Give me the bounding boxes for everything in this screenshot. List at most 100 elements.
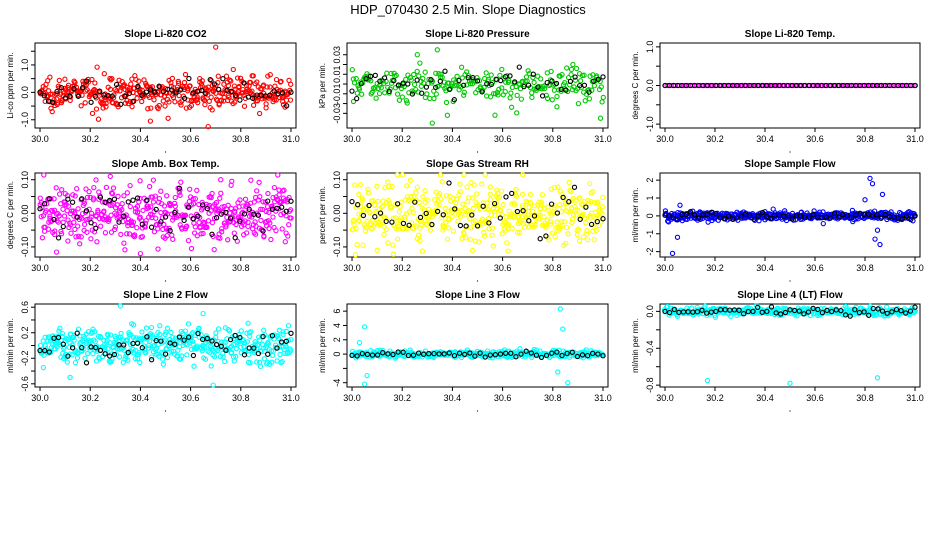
outlier-point — [414, 52, 420, 58]
data-point — [146, 345, 152, 351]
data-point — [372, 202, 378, 208]
data-point — [437, 190, 443, 197]
x-axis-label-mark — [476, 151, 479, 153]
reference-point — [482, 354, 488, 360]
reference-point — [518, 351, 524, 357]
data-point — [182, 71, 189, 78]
data-point — [72, 79, 78, 86]
data-point — [458, 64, 465, 70]
reference-point — [389, 219, 395, 225]
data-point — [169, 75, 176, 82]
data-point — [525, 68, 531, 74]
data-point — [453, 82, 460, 88]
reference-point — [232, 235, 238, 241]
data-point — [576, 238, 583, 244]
series-points — [349, 47, 606, 126]
reference-point — [588, 221, 595, 228]
reference-point — [721, 216, 727, 222]
data-point — [237, 75, 244, 81]
reference-point — [861, 309, 867, 315]
data-point — [497, 72, 503, 79]
x-tick-label: 31.0 — [594, 134, 612, 144]
data-point — [457, 181, 463, 187]
data-point — [237, 197, 243, 203]
outlier-point — [213, 44, 219, 50]
reference-point — [200, 336, 206, 343]
data-point — [565, 231, 571, 237]
data-point — [132, 355, 138, 362]
data-point — [263, 105, 269, 111]
data-point — [266, 225, 272, 232]
y-tick-label: -1.0 — [645, 116, 655, 132]
reference-point — [386, 88, 392, 95]
reference-point — [875, 306, 881, 312]
data-point — [148, 204, 154, 210]
data-point — [351, 221, 357, 227]
reference-point — [683, 211, 689, 218]
data-point — [71, 213, 77, 219]
data-point — [360, 242, 366, 248]
reference-point — [152, 89, 158, 95]
data-point — [562, 219, 568, 225]
reference-point — [69, 199, 76, 205]
reference-point — [497, 351, 504, 357]
data-point — [438, 196, 444, 202]
data-point — [385, 240, 391, 246]
x-tick-label: 30.8 — [544, 393, 562, 403]
data-point — [508, 104, 515, 110]
data-point — [403, 76, 409, 83]
data-point — [554, 93, 560, 100]
data-point — [257, 194, 263, 200]
data-point — [140, 207, 146, 214]
data-point — [132, 232, 138, 238]
reference-point — [528, 350, 534, 356]
reference-point — [569, 349, 575, 355]
data-point — [163, 345, 170, 352]
data-point — [433, 91, 439, 97]
data-point — [439, 179, 445, 185]
x-tick-label: 30.6 — [806, 393, 824, 403]
reference-point — [162, 214, 169, 220]
data-point — [499, 85, 505, 91]
reference-point — [223, 347, 229, 353]
data-point — [460, 201, 466, 207]
data-point — [168, 80, 174, 86]
data-point — [160, 351, 166, 357]
data-point — [242, 218, 248, 224]
data-point — [105, 215, 111, 221]
data-point — [559, 218, 565, 225]
reference-point — [390, 351, 396, 358]
data-point — [215, 326, 222, 332]
x-axis-label-mark — [789, 280, 791, 282]
reference-point — [414, 77, 420, 83]
data-point — [586, 87, 592, 93]
data-point — [251, 199, 257, 205]
reference-point — [148, 224, 155, 230]
reference-point — [907, 308, 914, 314]
data-point — [75, 350, 81, 356]
reference-point — [479, 89, 485, 95]
reference-point — [554, 349, 560, 355]
data-point — [543, 225, 549, 231]
data-point — [192, 196, 198, 202]
data-point — [268, 236, 274, 243]
reference-point — [470, 74, 476, 81]
data-point — [278, 211, 284, 218]
series-points — [349, 172, 606, 258]
reference-point — [167, 228, 173, 234]
data-point — [514, 229, 521, 235]
data-point — [139, 98, 145, 105]
data-point — [129, 222, 136, 228]
data-point — [113, 335, 119, 342]
data-point — [149, 194, 156, 200]
y-tick-label: -0.10 — [20, 237, 30, 258]
data-point — [206, 98, 212, 104]
y-tick-label: -4 — [332, 379, 342, 387]
data-point — [374, 183, 380, 189]
data-point — [65, 238, 71, 244]
reference-point — [526, 218, 532, 224]
data-point — [581, 72, 587, 78]
y-tick-label: 0.00 — [20, 205, 30, 223]
reference-point — [755, 213, 761, 219]
data-point — [147, 84, 153, 90]
